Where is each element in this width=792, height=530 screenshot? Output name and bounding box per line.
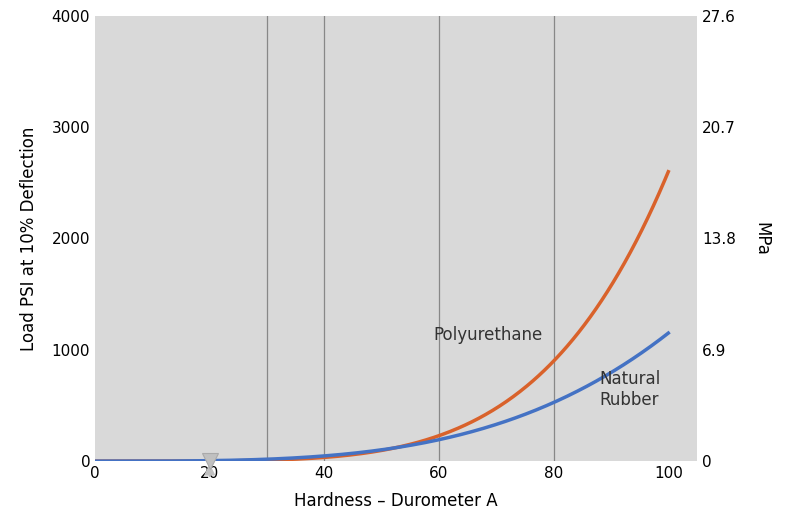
Text: Polyurethane: Polyurethane xyxy=(433,326,543,345)
X-axis label: Hardness – Durometer A: Hardness – Durometer A xyxy=(294,492,498,510)
Text: Natural
Rubber: Natural Rubber xyxy=(600,370,661,409)
Y-axis label: Load PSI at 10% Deflection: Load PSI at 10% Deflection xyxy=(20,126,38,351)
Y-axis label: MPa: MPa xyxy=(752,222,771,255)
